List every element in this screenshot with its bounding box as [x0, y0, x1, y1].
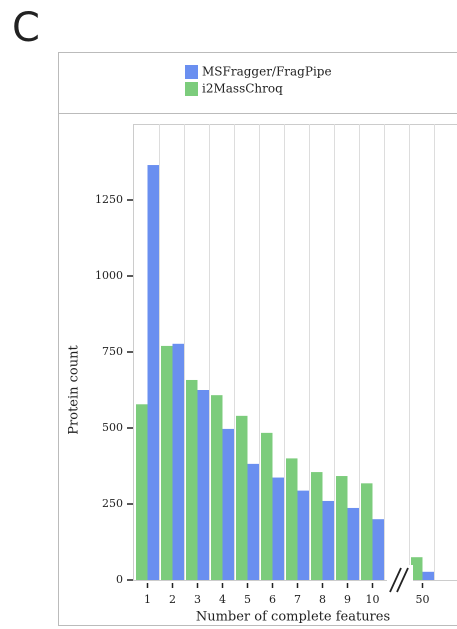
x-tick-label: 5: [244, 593, 251, 606]
bar: [247, 463, 259, 580]
legend-swatch: [185, 65, 198, 79]
x-tick-label: 4: [219, 593, 226, 606]
bar: [236, 415, 248, 580]
y-tick-label: 500: [102, 421, 123, 434]
break-mark: [396, 567, 409, 593]
bar: [347, 507, 359, 580]
legend-label: i2MassChroq: [202, 82, 283, 96]
plot: 0 250 500 750 1000 1250 1 2 3 4 5 6 7 8 9 10 50 MSFragger…: [95, 65, 457, 606]
x-tick-label: 50: [416, 593, 430, 606]
x-tick-label: 1: [144, 593, 151, 606]
axis-break: [387, 565, 413, 595]
x-tick-label: 2: [169, 593, 176, 606]
bar: [222, 428, 234, 580]
bar: [422, 571, 434, 580]
y-tick-label: 1250: [95, 193, 123, 206]
bar: [297, 490, 309, 580]
bar: [272, 477, 284, 580]
bar: [161, 345, 173, 580]
x-tick-label: 7: [294, 593, 301, 606]
bar: [147, 165, 159, 581]
bar: [186, 379, 198, 580]
bar: [361, 483, 373, 580]
x-tick-label: 8: [319, 593, 326, 606]
bar: [286, 458, 298, 580]
y-tick-label: 1000: [95, 269, 123, 282]
bar: [136, 404, 148, 580]
x-tick-label: 3: [194, 593, 201, 606]
bar: [261, 432, 273, 580]
y-tick-label: 750: [102, 345, 123, 358]
y-tick-label: 250: [102, 497, 123, 510]
legend-swatch: [185, 82, 198, 96]
x-tick-label: 6: [269, 593, 276, 606]
bar: [211, 395, 223, 580]
frame: [58, 52, 457, 626]
x-tick-label: 9: [344, 593, 351, 606]
y-axis-title: Protein count: [67, 345, 82, 435]
bar: [172, 343, 184, 580]
y-tick-label: 0: [116, 573, 123, 586]
legend-label: MSFragger/FragPipe: [202, 65, 332, 79]
panel-label: C: [12, 5, 40, 51]
bar: [322, 500, 334, 580]
bar: [411, 557, 423, 580]
break-mark: [389, 567, 402, 593]
bar: [372, 519, 384, 580]
x-axis-title: Number of complete features: [196, 610, 390, 625]
bar: [336, 476, 348, 580]
bar: [311, 472, 323, 580]
bar: [197, 390, 209, 580]
x-tick-label: 10: [366, 593, 380, 606]
